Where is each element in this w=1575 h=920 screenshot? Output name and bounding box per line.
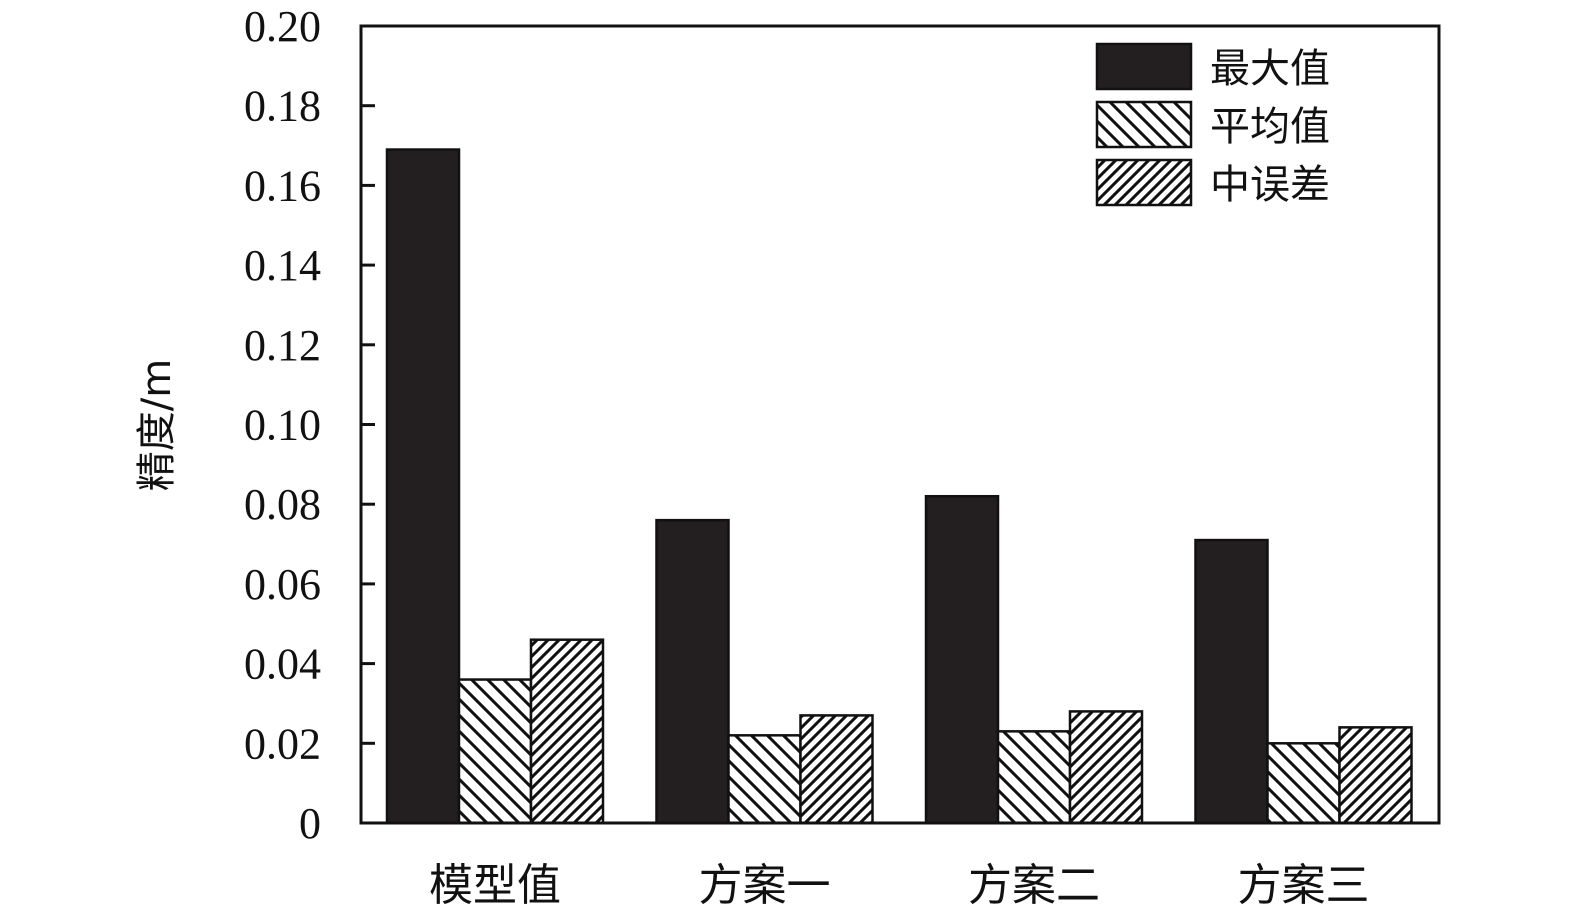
bar-solid-2	[655, 518, 730, 825]
legend-label: 最大值	[1210, 46, 1330, 92]
x-category-label: 模型值	[429, 860, 561, 911]
legend-swatch-solid	[1095, 42, 1193, 91]
bar-slash-2	[799, 714, 874, 825]
y-tick-label: 0.02	[244, 719, 321, 768]
plot-frame	[359, 24, 1441, 825]
bar-slash-3	[1068, 710, 1144, 825]
y-tick-label: 0.16	[244, 161, 321, 210]
y-tick-label: 0.10	[244, 401, 321, 450]
x-axis-labels: 模型值 方案一 方案二 方案三	[429, 860, 1370, 911]
y-tick-label: 0.14	[244, 241, 321, 290]
legend-swatch-backslash	[1095, 100, 1193, 149]
y-tick-label: 0.20	[244, 2, 321, 51]
x-category-label: 方案一	[699, 860, 831, 911]
bar-slash-1	[529, 638, 605, 825]
legend-label: 平均值	[1210, 104, 1330, 150]
bars	[385, 148, 1413, 825]
bar-backslash-3	[996, 730, 1072, 825]
y-axis-title: 精度/m	[134, 359, 180, 491]
y-tick-label: 0.08	[244, 480, 321, 529]
bar-backslash-4	[1266, 742, 1341, 825]
legend-label: 中误差	[1210, 162, 1330, 208]
y-tick-label: 0	[299, 799, 321, 848]
x-category-label: 方案二	[968, 860, 1100, 911]
x-category-label: 方案三	[1238, 860, 1370, 911]
y-tick-label: 0.18	[244, 82, 321, 131]
bar-slash-4	[1338, 726, 1413, 825]
legend-swatch-slash	[1095, 158, 1193, 207]
bar-backslash-1	[457, 678, 533, 825]
bar-solid-1	[385, 148, 461, 825]
bar-solid-4	[1194, 538, 1269, 825]
y-tick-label: 0.06	[244, 560, 321, 609]
y-axis-ticks: 0 0.02 0.04 0.06 0.08 0.10 0.12 0.14 0.16 0.18 0.2…	[244, 2, 375, 848]
y-tick-label: 0.04	[244, 640, 321, 689]
bar-backslash-2	[727, 734, 802, 825]
y-tick-label: 0.12	[244, 321, 321, 370]
bar-solid-3	[924, 494, 1000, 825]
